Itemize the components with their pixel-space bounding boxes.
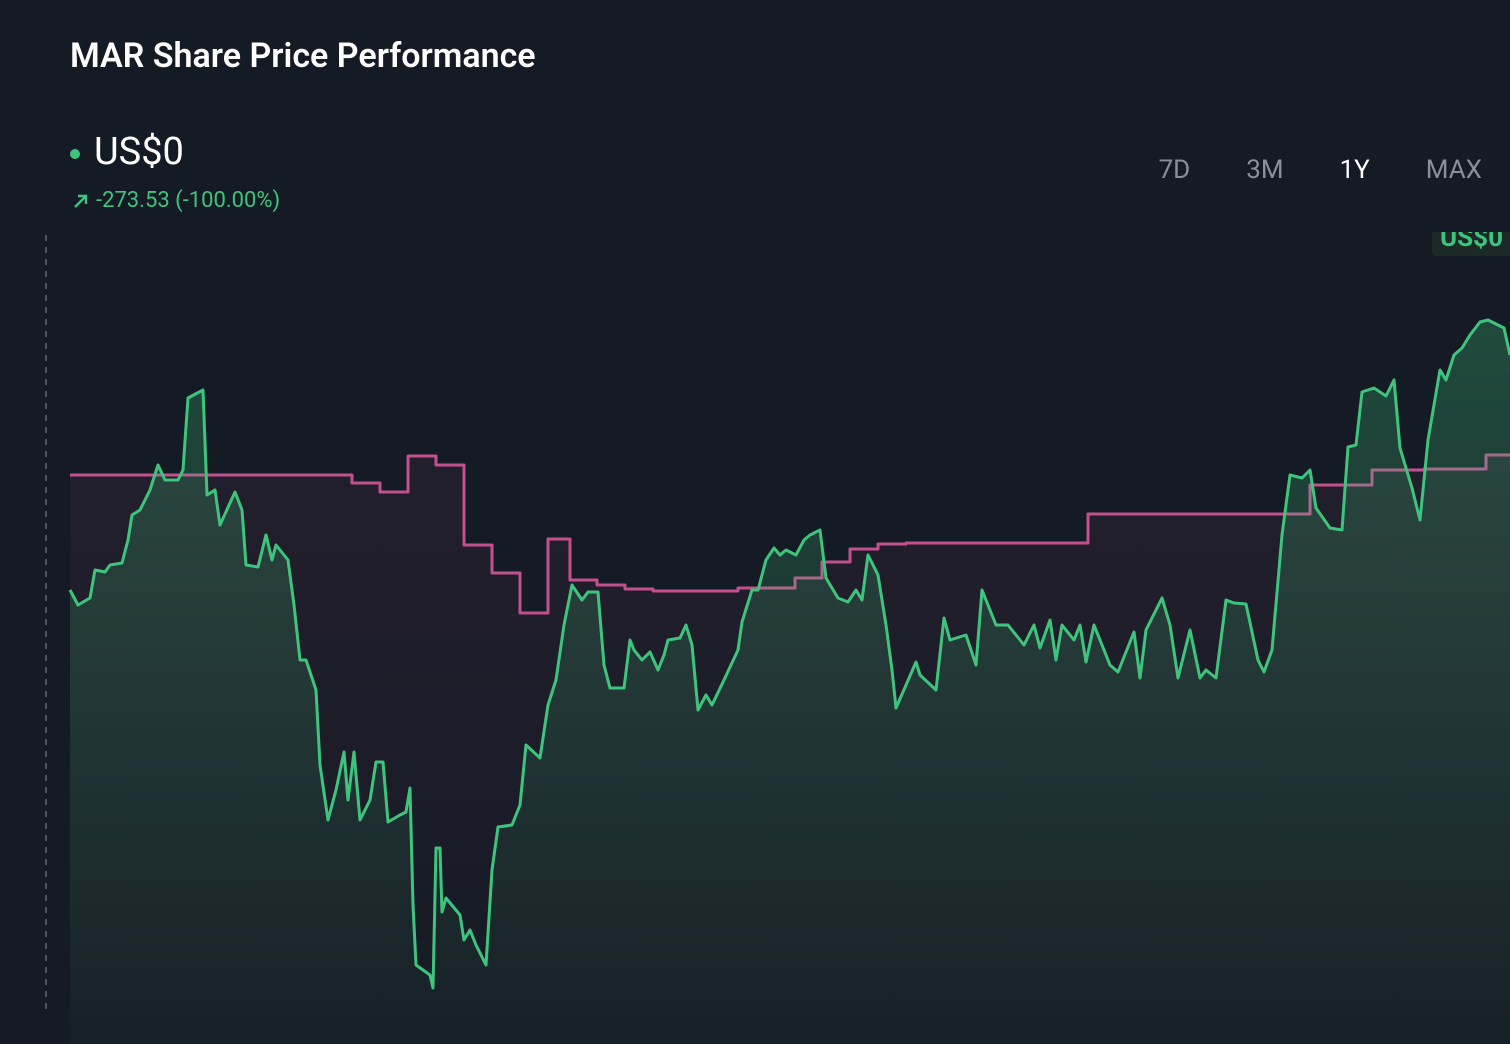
status-dot: [70, 149, 80, 159]
line: [68, 318, 1510, 990]
range-button[interactable]: 7D: [1158, 155, 1191, 185]
range-buttons: 7D 3M 1Y MAX: [1159, 155, 1482, 185]
change-text: -273.53 (-100.00%): [96, 188, 281, 213]
plot: US$0: [68, 223, 1510, 1044]
price: US$0: [94, 130, 184, 174]
range-button[interactable]: MAX: [1425, 155, 1482, 185]
area: [70, 320, 1510, 1044]
arrow-icon: [74, 194, 88, 208]
end-label: US$0: [1440, 223, 1503, 253]
range-button[interactable]: 1Y: [1339, 155, 1370, 185]
end-label-bg: [1432, 232, 1510, 256]
range-button[interactable]: 3M: [1246, 155, 1284, 185]
title: MAR Share Price Performance: [70, 36, 536, 76]
change: -273.53 (-100.00%): [72, 188, 280, 213]
